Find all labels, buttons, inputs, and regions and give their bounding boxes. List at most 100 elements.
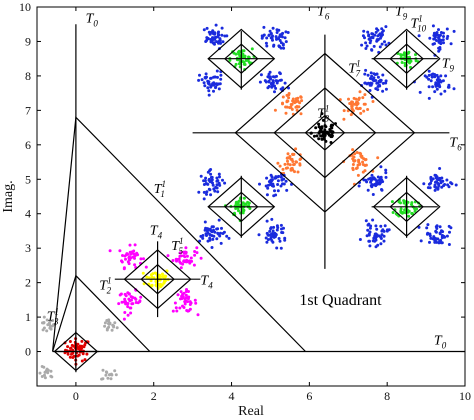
cluster-point xyxy=(275,228,279,232)
cluster-point xyxy=(269,173,273,177)
cluster-point xyxy=(439,92,443,96)
cluster-point xyxy=(123,311,127,314)
cluster-point xyxy=(390,200,394,204)
cluster-point xyxy=(202,190,206,194)
y-tick-label: 0 xyxy=(25,345,31,359)
cluster-point xyxy=(384,25,388,29)
cluster-point xyxy=(123,297,127,301)
cluster-point xyxy=(359,152,363,156)
cluster-point xyxy=(104,373,108,377)
cluster-point xyxy=(362,29,366,33)
cluster-point xyxy=(283,81,287,85)
cluster-point xyxy=(126,302,130,305)
cluster-point xyxy=(217,172,221,176)
cluster-point xyxy=(120,300,124,304)
cluster-point xyxy=(317,122,321,126)
cluster-point xyxy=(262,25,266,29)
cluster-point xyxy=(377,234,381,238)
cluster-point xyxy=(285,156,289,160)
cluster xyxy=(171,288,200,317)
cluster-point xyxy=(247,201,251,205)
cluster-point xyxy=(200,78,204,82)
cluster-point xyxy=(227,236,231,240)
x-tick-label: 0 xyxy=(73,389,79,403)
cluster-point xyxy=(280,35,284,39)
x-tick-label: 10 xyxy=(459,389,471,403)
cluster-point xyxy=(270,217,274,221)
cluster-point xyxy=(203,84,207,88)
cluster-point xyxy=(72,354,76,358)
cluster-point xyxy=(292,152,296,156)
cluster-point xyxy=(380,31,384,34)
cluster-point xyxy=(260,36,264,40)
region-label: T0 xyxy=(86,12,99,29)
cluster-point xyxy=(179,297,182,301)
cluster-point xyxy=(186,309,190,313)
cluster-point xyxy=(371,218,375,222)
cluster-point xyxy=(281,86,285,90)
cluster-point xyxy=(439,33,442,37)
cluster-point xyxy=(43,373,46,377)
cluster-point xyxy=(216,75,219,79)
cluster-point xyxy=(357,98,361,101)
cluster-point xyxy=(279,41,283,45)
cluster-point xyxy=(129,306,133,310)
cluster-point xyxy=(198,239,202,243)
cluster-point xyxy=(123,254,127,258)
cluster-point xyxy=(204,72,208,76)
cluster-point xyxy=(203,179,207,183)
cluster-point xyxy=(188,307,192,311)
cluster-point xyxy=(342,109,346,113)
cluster-point xyxy=(374,79,378,82)
cluster-point xyxy=(207,30,211,34)
cluster-point xyxy=(166,254,170,258)
cluster-point xyxy=(162,279,166,283)
cluster-point xyxy=(124,302,128,306)
cluster-point xyxy=(287,96,291,100)
cluster-point xyxy=(211,29,215,33)
cluster-point xyxy=(284,111,288,115)
cluster-point xyxy=(426,223,430,227)
cluster-point xyxy=(279,175,283,179)
cluster-point xyxy=(422,182,426,186)
cluster-point xyxy=(449,226,453,230)
cluster-point xyxy=(49,369,53,373)
cluster-point xyxy=(299,95,303,99)
cluster-point xyxy=(220,26,224,30)
cluster-point xyxy=(211,181,214,185)
cluster-point xyxy=(205,182,209,186)
cluster-point xyxy=(278,72,282,76)
plot-frame xyxy=(36,6,466,387)
cluster-point xyxy=(391,211,395,214)
cluster-point xyxy=(267,233,270,237)
region-label: T9 xyxy=(442,56,455,73)
cluster-point xyxy=(121,254,124,257)
cluster-point xyxy=(434,83,438,86)
cluster-point xyxy=(287,92,291,95)
cluster-point xyxy=(384,87,388,91)
cluster-point xyxy=(268,29,272,33)
y-tick-label: 7 xyxy=(25,103,31,117)
diamond-boundary xyxy=(389,191,424,223)
cluster-point xyxy=(294,147,298,151)
cluster-point xyxy=(174,306,178,310)
cluster-point xyxy=(127,292,131,296)
cluster-point xyxy=(419,239,423,243)
cluster xyxy=(360,68,388,99)
cluster-point xyxy=(277,237,281,240)
cluster-point xyxy=(384,81,388,85)
cluster-point xyxy=(368,41,372,45)
cluster-point xyxy=(80,359,84,363)
x-tick-label: 4 xyxy=(229,389,235,403)
cluster-point xyxy=(284,105,288,109)
cluster-point xyxy=(365,180,369,184)
cluster-point xyxy=(274,175,278,179)
cluster-point xyxy=(209,85,213,89)
cluster-point xyxy=(363,81,367,85)
cluster-point xyxy=(265,219,269,223)
cluster-point xyxy=(219,41,222,45)
cluster-point xyxy=(217,232,220,236)
cluster-point xyxy=(210,230,214,234)
cluster-point xyxy=(269,226,273,230)
cluster-point xyxy=(225,34,229,38)
